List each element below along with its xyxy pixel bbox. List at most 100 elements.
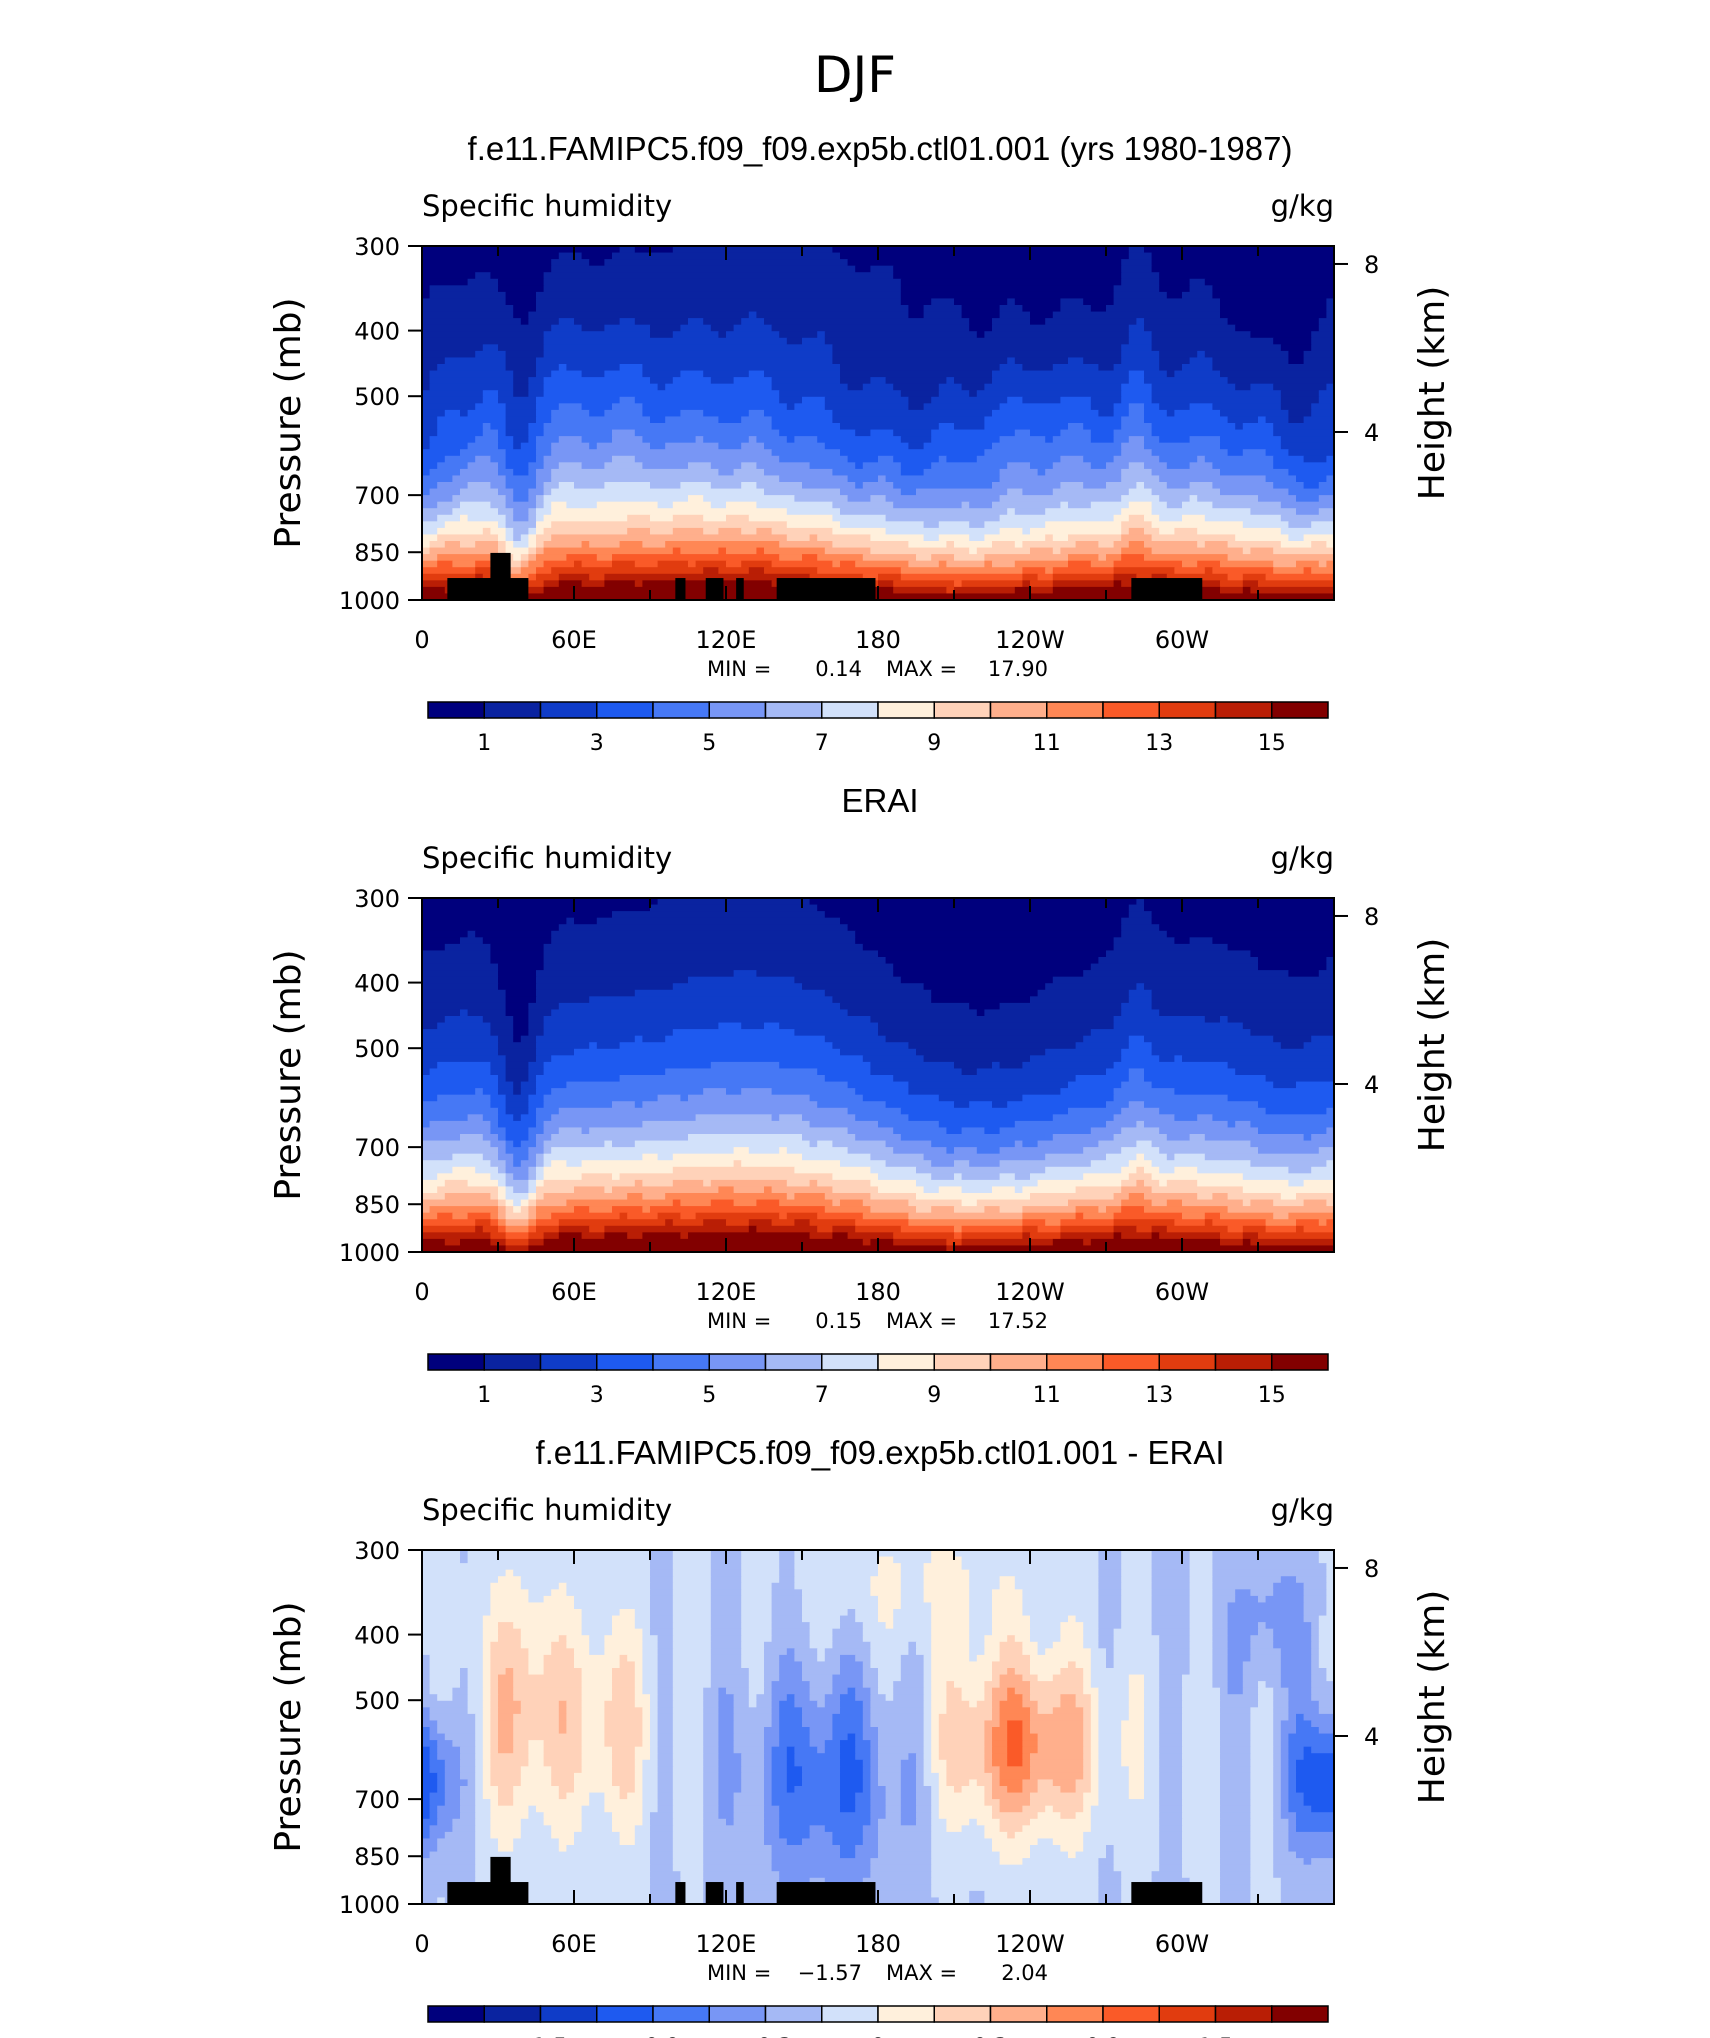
contour-band [1075, 1851, 1107, 1859]
contour-band [566, 1713, 583, 1722]
x-tick-label: 0 [414, 1278, 429, 1306]
contour-band [460, 1753, 476, 1761]
contour-band [1311, 1858, 1335, 1866]
contour-band [764, 468, 833, 477]
contour-band [764, 1648, 788, 1656]
contour-band [1250, 1713, 1274, 1722]
units-label: g/kg [1271, 189, 1334, 223]
contour-band [824, 1694, 841, 1702]
contour-band [1250, 1753, 1274, 1761]
contour-band [1014, 1576, 1099, 1584]
contour-band [460, 1772, 476, 1781]
contour-band [1220, 1720, 1251, 1728]
contour-band [931, 1766, 947, 1774]
contour-band [870, 1779, 879, 1787]
contour-band [429, 1727, 438, 1735]
contour-band [1121, 259, 1153, 267]
contour-band [992, 1101, 1008, 1109]
contour-band [1136, 1120, 1145, 1129]
contour-band [703, 1707, 719, 1715]
contour-band [581, 1232, 605, 1240]
contour-band [938, 1799, 985, 1807]
contour-band [703, 1858, 773, 1866]
contour-band [634, 1694, 651, 1702]
contour-band [672, 1831, 704, 1840]
contour-band [893, 1075, 1077, 1083]
contour-band [999, 1173, 1016, 1181]
contour-band [627, 1232, 643, 1240]
contour-band [1022, 1648, 1039, 1656]
contour-band [862, 1838, 879, 1846]
contour-band [543, 1094, 659, 1102]
contour-band [460, 409, 469, 418]
contour-band [1098, 1602, 1122, 1610]
contour-band [1182, 1720, 1221, 1728]
contour-band [718, 1022, 742, 1030]
contour-band [444, 455, 476, 463]
contour-band [634, 1825, 651, 1833]
contour-band [1280, 527, 1335, 536]
contour-band [710, 377, 735, 385]
contour-band [1166, 482, 1191, 490]
contour-band [634, 1746, 651, 1754]
contour-band [710, 1609, 742, 1617]
contour-band [900, 1805, 917, 1813]
contour-band [1052, 488, 1130, 496]
contour-band [1204, 1219, 1213, 1227]
contour-band [422, 1022, 438, 1030]
contour-band [1296, 1772, 1335, 1781]
contour-band [672, 1707, 704, 1715]
x-tick-label: 120W [995, 1930, 1065, 1958]
contour-band [908, 311, 925, 319]
contour-band [1288, 1838, 1335, 1846]
contour-band [1144, 1746, 1160, 1754]
contour-band [1311, 1720, 1335, 1728]
contour-band [1318, 1648, 1335, 1656]
contour-band [718, 1746, 735, 1754]
contour-band [422, 1232, 491, 1240]
contour-band [543, 501, 552, 509]
contour-band [642, 1232, 681, 1240]
contour-band [710, 1654, 742, 1663]
contour-band [650, 1589, 674, 1597]
contour-band [1311, 1628, 1320, 1636]
contour-band [954, 1550, 1099, 1558]
contour-band [1212, 1661, 1229, 1669]
contour-band [1273, 1694, 1289, 1702]
contour-band [710, 1602, 742, 1610]
contour-band [703, 1805, 719, 1813]
contour-band [536, 541, 545, 549]
contour-band [718, 1700, 735, 1708]
contour-band [931, 462, 1008, 470]
contour-band [786, 1772, 803, 1781]
contour-band [467, 1700, 484, 1708]
contour-band [680, 1884, 704, 1892]
contour-band [976, 1199, 1069, 1207]
contour-band [437, 554, 499, 562]
contour-band [1030, 1818, 1092, 1826]
contour-band [1204, 1212, 1221, 1220]
contour-band [475, 1740, 484, 1748]
contour-band [429, 1759, 446, 1767]
contour-band [422, 298, 507, 306]
contour-band [437, 462, 469, 470]
contour-band [862, 573, 879, 581]
contour-band [1022, 1602, 1099, 1610]
contour-band [1144, 370, 1168, 378]
contour-band [840, 1160, 887, 1168]
contour-band [498, 1035, 514, 1043]
contour-band [1280, 1042, 1305, 1050]
contour-band [1159, 350, 1198, 359]
contour-band [862, 1720, 871, 1728]
contour-band [1022, 1061, 1115, 1070]
contour-band [1151, 1042, 1282, 1050]
contour-band [855, 1733, 864, 1741]
contour-band [505, 1225, 529, 1233]
contour-band [498, 521, 507, 529]
contour-band [1250, 1812, 1274, 1820]
contour-band [1212, 1114, 1335, 1122]
contour-band [1220, 1831, 1251, 1840]
contour-band [878, 1681, 894, 1689]
contour-band [422, 514, 438, 522]
contour-band [543, 1061, 712, 1070]
